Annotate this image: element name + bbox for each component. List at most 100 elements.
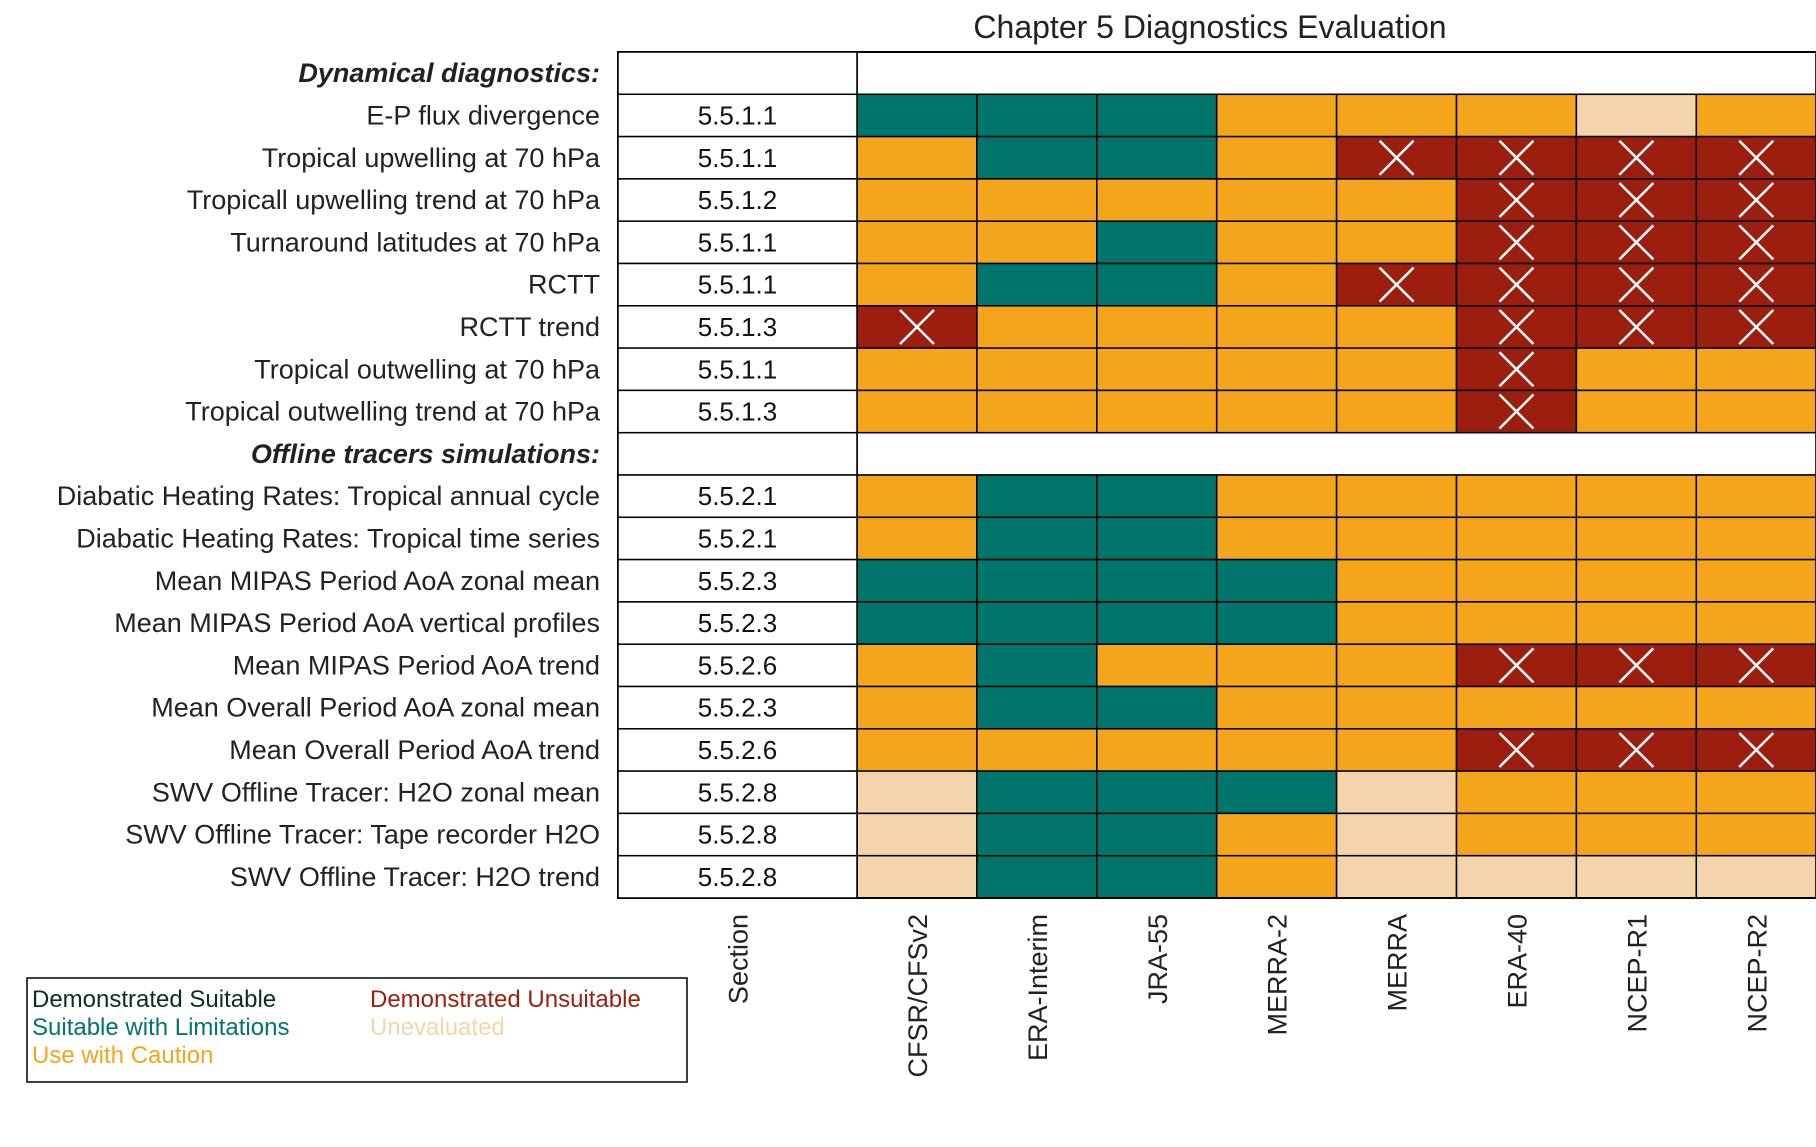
unsuitable-x-mark bbox=[1738, 139, 1775, 176]
unsuitable-x-mark bbox=[1738, 182, 1775, 218]
unsuitable-x-mark bbox=[1498, 266, 1535, 303]
rating-cell bbox=[1215, 178, 1338, 222]
section-column: 5.5.1.1 5.5.1.1 5.5.1.2 5.5.1.1 5.5.1.1 5.5.1… bbox=[617, 51, 858, 899]
rating-cell bbox=[1575, 93, 1698, 138]
rating-cell bbox=[1695, 474, 1816, 519]
section-cell bbox=[617, 728, 858, 772]
row-label: Tropical outwelling at 70 hPa bbox=[254, 354, 601, 384]
rating-cell bbox=[1335, 601, 1458, 645]
rating-cell bbox=[976, 474, 1098, 519]
unsuitable-x-mark bbox=[1738, 266, 1775, 303]
rating-cell bbox=[1096, 135, 1218, 180]
section-number: 5.5.2.3 bbox=[698, 693, 778, 723]
rating-cell bbox=[1455, 854, 1578, 899]
rating-cell bbox=[1215, 262, 1338, 307]
row-label: Mean Overall Period AoA zonal mean bbox=[151, 693, 600, 723]
section-cell bbox=[617, 474, 858, 519]
section-cell bbox=[617, 135, 858, 180]
rating-cell bbox=[1215, 685, 1338, 730]
column-label: MERRA bbox=[1383, 914, 1413, 1012]
section-header: Section bbox=[724, 914, 754, 1004]
section-cell bbox=[617, 220, 858, 265]
rating-cell bbox=[1455, 558, 1578, 603]
cell-grid bbox=[617, 51, 1816, 899]
unsuitable-x-mark bbox=[1498, 224, 1535, 261]
rating-cell bbox=[976, 812, 1098, 857]
rating-cell bbox=[1215, 516, 1338, 561]
rating-cell bbox=[856, 347, 978, 392]
rating-cell bbox=[1335, 220, 1458, 265]
rating-cell bbox=[1695, 854, 1816, 899]
legend-entry: Demonstrated Suitable bbox=[32, 986, 276, 1013]
row-label: SWV Offline Tracer: Tape recorder H2O bbox=[125, 820, 600, 850]
rating-cell bbox=[1335, 389, 1458, 434]
rating-cell bbox=[1575, 770, 1698, 815]
section-cell bbox=[617, 51, 858, 96]
rating-cell bbox=[976, 854, 1098, 899]
row-label: Tropicall upwelling trend at 70 hPa bbox=[187, 185, 601, 215]
rating-cell bbox=[1695, 812, 1816, 857]
rating-cell bbox=[976, 135, 1098, 180]
rating-cell bbox=[1096, 643, 1218, 688]
unsuitable-x-mark bbox=[1738, 309, 1775, 345]
rating-cell bbox=[1455, 516, 1578, 561]
rating-cell bbox=[856, 685, 978, 730]
unsuitable-x-mark bbox=[1378, 139, 1415, 176]
legend-entry: Suitable with Limitations bbox=[32, 1014, 289, 1041]
rating-cell bbox=[1695, 601, 1816, 645]
section-number: 5.5.2.3 bbox=[698, 608, 778, 638]
rating-cell bbox=[1575, 347, 1698, 392]
rating-cell bbox=[976, 516, 1098, 561]
section-cell bbox=[617, 558, 858, 603]
rating-cell bbox=[1335, 347, 1458, 392]
row-label: Tropical upwelling at 70 hPa bbox=[262, 143, 601, 173]
rating-cell bbox=[1096, 262, 1218, 307]
rating-cell bbox=[1215, 347, 1338, 392]
rating-cell bbox=[1215, 389, 1338, 434]
rating-cell bbox=[976, 178, 1098, 222]
rating-cell bbox=[1215, 93, 1338, 138]
rating-cell bbox=[1096, 728, 1218, 772]
unsuitable-x-mark bbox=[1378, 266, 1415, 303]
row-label: RCTT trend bbox=[459, 312, 600, 342]
section-number: 5.5.1.1 bbox=[698, 227, 778, 257]
rating-cell bbox=[1335, 854, 1458, 899]
unsuitable-x-mark bbox=[1498, 139, 1535, 176]
rating-cell bbox=[1575, 558, 1698, 603]
rating-cell bbox=[856, 178, 978, 222]
rating-cell bbox=[976, 558, 1098, 603]
rating-cell bbox=[1215, 220, 1338, 265]
rating-cell bbox=[1455, 685, 1578, 730]
rating-cell bbox=[1695, 516, 1816, 561]
section-number: 5.5.1.3 bbox=[698, 397, 778, 427]
rating-cell bbox=[1096, 389, 1218, 434]
rating-cell bbox=[1455, 474, 1578, 519]
rating-cell bbox=[856, 728, 978, 772]
rating-cell bbox=[1575, 812, 1698, 857]
rating-cell bbox=[1695, 389, 1816, 434]
section-cell bbox=[617, 516, 858, 561]
rating-cell bbox=[856, 474, 978, 519]
section-number: 5.5.2.1 bbox=[698, 523, 778, 553]
rating-cell bbox=[1096, 305, 1218, 349]
rating-cell bbox=[1096, 770, 1218, 815]
section-cell bbox=[617, 812, 858, 857]
column-label: ERA-Interim bbox=[1023, 914, 1053, 1061]
rating-cell bbox=[976, 305, 1098, 349]
section-number: 5.5.1.1 bbox=[698, 354, 778, 384]
section-number: 5.5.2.8 bbox=[698, 777, 778, 807]
section-cell bbox=[617, 389, 858, 434]
group-header-cell bbox=[856, 51, 1816, 96]
rating-cell bbox=[976, 770, 1098, 815]
rating-cell bbox=[976, 93, 1098, 138]
unsuitable-x-mark bbox=[899, 309, 935, 345]
rating-cell bbox=[1455, 93, 1578, 138]
rating-cell bbox=[1096, 685, 1218, 730]
rating-cell bbox=[1215, 728, 1338, 772]
section-number: 5.5.1.1 bbox=[698, 143, 778, 173]
rating-cell bbox=[1695, 770, 1816, 815]
rating-cell bbox=[1215, 135, 1338, 180]
column-label: CFSR/CFSv2 bbox=[903, 914, 933, 1078]
rating-cell bbox=[1335, 558, 1458, 603]
